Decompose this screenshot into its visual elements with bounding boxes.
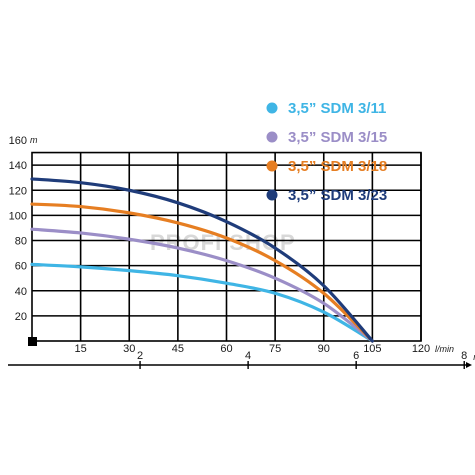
x-tick-label: 45: [172, 343, 184, 355]
legend: 3,5” SDM 3/11 3,5” SDM 3/15 3,5” SDM 3/18 3…: [266, 100, 387, 204]
secondary-tick-label: 6: [353, 350, 359, 362]
legend-marker-4: [266, 189, 278, 201]
axes: 20 40 60 80 100 120 140 160 m 15 30 45 60 75 90 105 120 l…: [8, 135, 475, 369]
series-curve-4: [30, 177, 374, 343]
y-tick-label: 60: [15, 261, 27, 273]
legend-marker-2: [266, 131, 278, 143]
legend-marker-1: [266, 102, 278, 114]
x-tick-label: 90: [318, 343, 330, 355]
origin-marker: [28, 337, 37, 346]
y-tick-label: 120: [9, 185, 27, 197]
series-curve-2: [30, 227, 374, 343]
legend-label-2: 3,5” SDM 3/15: [288, 129, 387, 146]
x-tick-label: 105: [363, 343, 381, 355]
legend-label-4: 3,5” SDM 3/23: [288, 187, 387, 204]
secondary-tick-label: 4: [245, 350, 251, 362]
watermark-logo: PROFI SHOP: [150, 230, 296, 255]
x-tick-label: 15: [75, 343, 87, 355]
secondary-tick-label: 8: [461, 350, 467, 362]
series-curve-3: [30, 202, 374, 343]
series-curve-1: [30, 262, 374, 343]
legend-label-3: 3,5” SDM 3/18: [288, 158, 387, 175]
x-tick-label: 75: [269, 343, 281, 355]
y-tick-label: 160: [9, 135, 27, 147]
y-tick-label: 40: [15, 286, 27, 298]
y-axis-unit: m: [30, 135, 38, 145]
x-tick-label: 120: [412, 343, 430, 355]
secondary-tick-label: 2: [137, 350, 143, 362]
y-tick-label: 20: [15, 311, 27, 323]
secondary-axis-unit: m³/h: [473, 352, 475, 362]
y-tick-label: 80: [15, 236, 27, 248]
x-axis-unit: l/min: [435, 344, 454, 354]
y-tick-label: 140: [9, 160, 27, 172]
curves: [30, 177, 374, 343]
watermark-text: PROFI SHOP: [150, 230, 296, 255]
legend-marker-3: [266, 160, 278, 172]
legend-label-1: 3,5” SDM 3/11: [288, 100, 386, 117]
x-tick-label: 60: [220, 343, 232, 355]
x-tick-label: 30: [123, 343, 135, 355]
y-tick-label: 100: [9, 210, 27, 222]
secondary-axis-arrow: [466, 362, 472, 368]
